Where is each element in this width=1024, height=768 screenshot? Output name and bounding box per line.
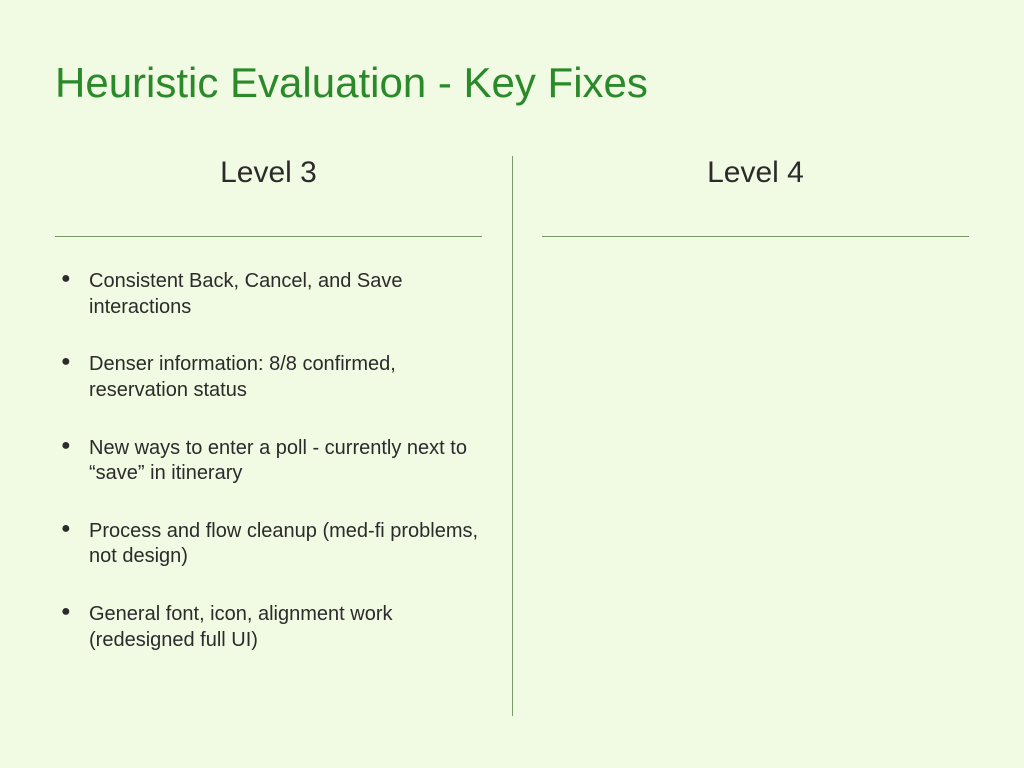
list-item: Consistent Back, Cancel, and Save intera… xyxy=(61,269,482,320)
left-column-underline xyxy=(55,236,482,237)
list-item: New ways to enter a poll - currently nex… xyxy=(61,436,482,487)
left-column-header: Level 3 xyxy=(55,156,482,204)
right-column-underline xyxy=(542,236,969,237)
right-column: Level 4 xyxy=(512,156,969,685)
slide: Heuristic Evaluation - Key Fixes Level 3… xyxy=(0,0,1024,768)
list-item: General font, icon, alignment work (rede… xyxy=(61,602,482,653)
left-column: Level 3 Consistent Back, Cancel, and Sav… xyxy=(55,156,512,685)
left-column-list: Consistent Back, Cancel, and Save intera… xyxy=(55,269,482,653)
list-item: Process and flow cleanup (med-fi problem… xyxy=(61,519,482,570)
list-item: Denser information: 8/8 confirmed, reser… xyxy=(61,352,482,403)
right-column-header: Level 4 xyxy=(542,156,969,204)
two-column-layout: Level 3 Consistent Back, Cancel, and Sav… xyxy=(55,156,969,685)
slide-title: Heuristic Evaluation - Key Fixes xyxy=(55,60,969,106)
